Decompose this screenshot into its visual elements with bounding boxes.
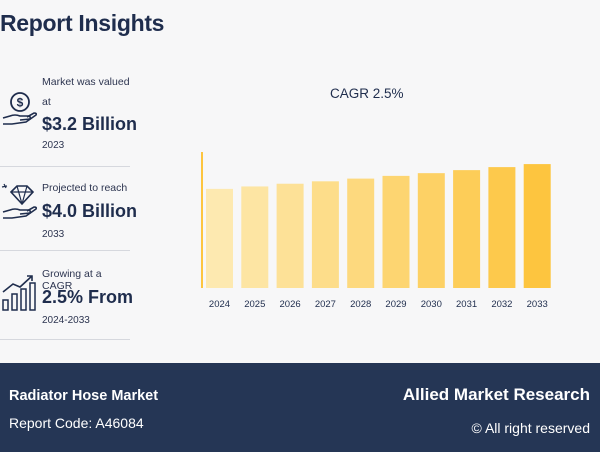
divider (0, 250, 130, 251)
bar-2025 (241, 186, 269, 288)
stat-year: 2033 (42, 229, 65, 240)
divider (0, 339, 130, 340)
stat-market-valued: $ Market was valued at $3.2 Billion 2023 (0, 70, 137, 162)
x-tick-label: 2026 (280, 299, 301, 310)
x-tick-label: 2031 (456, 299, 477, 310)
brand-name: Allied Market Research (402, 385, 590, 404)
stat-value: $3.2 Billion (42, 114, 138, 134)
chart-title: CAGR 2.5% (330, 86, 404, 101)
stat-year: 2023 (42, 140, 65, 151)
hand-money-icon: $ (2, 92, 38, 125)
hand-diamond-icon (1, 183, 38, 219)
bar-2032 (488, 167, 516, 288)
bar-2029 (382, 175, 410, 288)
x-tick-label: 2029 (385, 299, 406, 310)
x-tick-label: 2028 (350, 299, 371, 310)
bar-2033 (523, 164, 551, 288)
stat-label: Projected to reach (42, 182, 128, 194)
growth-chart-icon (2, 275, 36, 311)
x-tick-label: 2032 (491, 299, 512, 310)
footer: Radiator Hose Market Report Code: A46084… (0, 363, 600, 452)
stat-label: Market was valued (42, 76, 130, 88)
stat-value: 2.5% From (42, 287, 134, 307)
svg-text:$: $ (17, 96, 24, 110)
bar-2024 (206, 188, 233, 288)
x-tick-label: 2025 (244, 299, 265, 310)
bar-2030 (417, 173, 445, 288)
bar-2031 (453, 170, 481, 288)
market-name: Radiator Hose Market (9, 388, 159, 404)
stat-label: Growing at a CAGR (42, 268, 102, 292)
report-code: Report Code: A46084 (9, 415, 144, 431)
x-tick-label: 2033 (527, 299, 548, 310)
stat-cagr: Growing at a CAGR 2.5% From 2024-2033 (0, 262, 134, 354)
bar-2028 (347, 178, 375, 288)
stat-value: $4.0 Billion (42, 201, 138, 221)
page-title: Report Insights (0, 10, 165, 36)
bar-2026 (276, 183, 304, 288)
divider (0, 166, 130, 167)
copyright: © All right reserved (471, 420, 590, 436)
stat-label: at (42, 96, 51, 108)
bar-chart: 2024 2025 2026 2027 2028 2029 2030 2031 2032 2033 (201, 152, 551, 310)
stat-projected: Projected to reach $4.0 Billion 2033 (0, 176, 137, 268)
x-tick-label: 2030 (421, 299, 442, 310)
bar-2027 (311, 181, 339, 288)
x-tick-label: 2024 (209, 299, 230, 310)
stat-year: 2024-2033 (42, 315, 90, 326)
x-tick-label: 2027 (315, 299, 336, 310)
